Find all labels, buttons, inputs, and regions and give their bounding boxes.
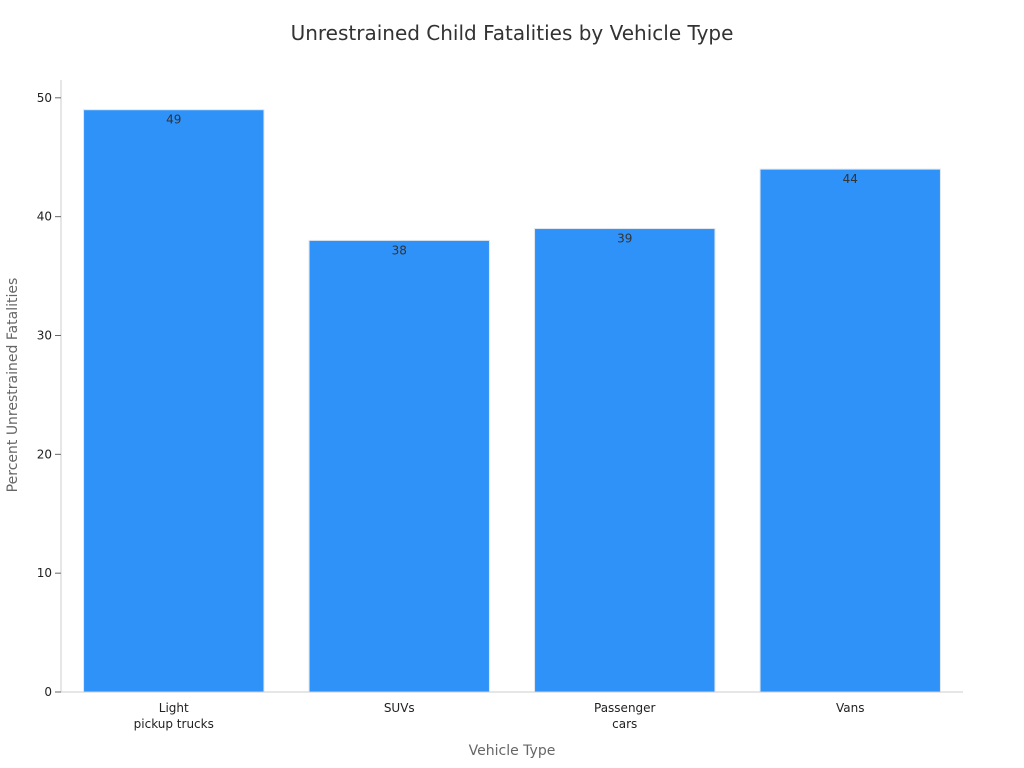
y-axis-title: Percent Unrestrained Fatalities — [5, 278, 21, 493]
y-tick-label: 50 — [37, 91, 52, 105]
y-tick-label: 40 — [37, 210, 52, 224]
x-tick-label: SUVs — [384, 701, 415, 715]
bar — [83, 109, 265, 693]
x-tick-label: Passenger — [594, 701, 656, 715]
bar-value-label: 38 — [392, 243, 407, 257]
x-axis-title: Vehicle Type — [469, 743, 556, 759]
y-axis: 0 10 20 30 40 50 — [37, 80, 62, 699]
bars-layer: 49 38 39 44 — [83, 109, 941, 693]
bar — [759, 168, 941, 693]
y-tick-label: 10 — [37, 566, 52, 580]
y-tick-label: 20 — [37, 447, 52, 461]
bar-value-label: 44 — [843, 172, 858, 186]
bar-value-label: 39 — [617, 232, 632, 246]
x-tick-label: Vans — [836, 701, 865, 715]
bar-value-label: 49 — [166, 113, 181, 127]
bar — [534, 228, 716, 693]
x-tick-label: cars — [612, 717, 637, 731]
x-tick-label: Light — [159, 701, 189, 715]
x-axis: Light pickup trucks SUVs Passenger cars Vans — [61, 691, 963, 731]
y-tick-label: 30 — [37, 328, 52, 342]
bar — [308, 239, 490, 693]
x-tick-label: pickup trucks — [134, 717, 214, 731]
chart-title: Unrestrained Child Fatalities by Vehicle… — [291, 21, 734, 45]
y-tick-label: 0 — [44, 685, 52, 699]
